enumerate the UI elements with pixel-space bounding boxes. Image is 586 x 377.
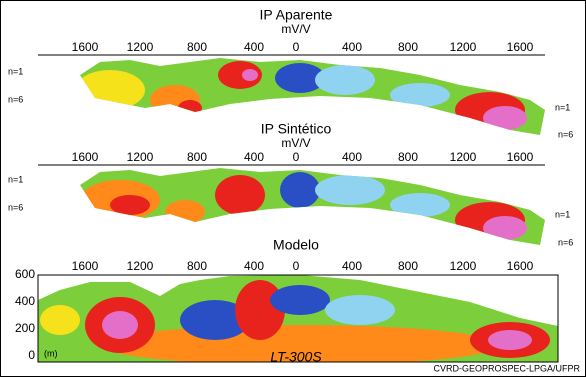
level-label: n=6 <box>558 237 573 247</box>
distance-tick: 400 <box>244 40 264 54</box>
distance-tick: 400 <box>244 259 264 273</box>
distance-tick: 1600 <box>507 150 534 164</box>
distance-tick: 800 <box>187 259 207 273</box>
distance-tick: 0 <box>293 40 300 54</box>
distance-tick: 1200 <box>127 40 154 54</box>
unit-label: mV/V <box>281 136 310 150</box>
distance-tick: 0 <box>293 150 300 164</box>
depth-unit: (m) <box>44 348 58 358</box>
level-label: n=6 <box>8 94 23 104</box>
unit-label: mV/V <box>281 22 310 36</box>
distance-tick: 400 <box>342 150 362 164</box>
distance-tick: 800 <box>398 150 418 164</box>
level-label: n=6 <box>558 129 573 139</box>
depth-tick: 200 <box>15 321 35 335</box>
credit: CVRD-GEOPROSPEC-LPGA/UFPR <box>433 363 580 373</box>
modelo-frame <box>37 274 559 363</box>
distance-tick: 1200 <box>450 259 477 273</box>
distance-tick: 800 <box>187 150 207 164</box>
level-label: n=1 <box>555 102 570 112</box>
distance-tick: 800 <box>398 259 418 273</box>
distance-tick: 1200 <box>450 150 477 164</box>
panel-title: IP Aparente <box>260 7 333 23</box>
distance-tick: 800 <box>398 40 418 54</box>
distance-tick: 400 <box>342 259 362 273</box>
distance-tick: 400 <box>342 40 362 54</box>
depth-tick: 600 <box>15 267 35 281</box>
level-label: n=1 <box>8 174 23 184</box>
line-name: LT-300S <box>270 349 322 365</box>
distance-tick: 1600 <box>72 259 99 273</box>
distance-tick: 400 <box>244 150 264 164</box>
distance-tick: 1600 <box>72 40 99 54</box>
panel-title: Modelo <box>273 237 319 253</box>
depth-tick: 0 <box>28 348 35 362</box>
panel-title: IP Sintético <box>261 121 332 137</box>
distance-tick: 1600 <box>72 150 99 164</box>
distance-tick: 1600 <box>507 40 534 54</box>
distance-tick: 800 <box>187 40 207 54</box>
distance-tick: 0 <box>293 259 300 273</box>
distance-tick: 1600 <box>507 259 534 273</box>
level-label: n=6 <box>8 202 23 212</box>
level-label: n=1 <box>8 66 23 76</box>
depth-tick: 400 <box>15 294 35 308</box>
distance-tick: 1200 <box>127 150 154 164</box>
distance-tick: 1200 <box>127 259 154 273</box>
distance-tick: 1200 <box>450 40 477 54</box>
level-label: n=1 <box>555 209 570 219</box>
